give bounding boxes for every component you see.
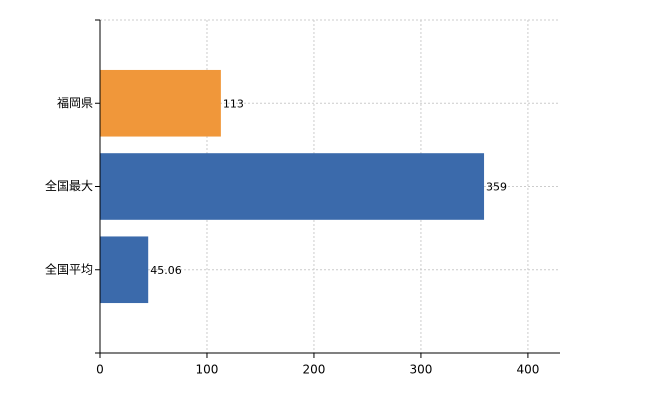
y-tick-label: 全国最大 bbox=[45, 178, 93, 193]
value-label: 113 bbox=[223, 97, 244, 110]
x-tick-label: 0 bbox=[96, 363, 104, 377]
x-tick-label: 100 bbox=[196, 363, 219, 377]
bar bbox=[100, 236, 149, 304]
y-tick-label: 全国平均 bbox=[45, 261, 93, 276]
y-tick-label: 福岡県 bbox=[57, 95, 93, 110]
bar bbox=[100, 153, 485, 220]
value-label: 45.06 bbox=[150, 264, 182, 277]
x-tick-label: 300 bbox=[409, 363, 432, 377]
value-label: 359 bbox=[486, 181, 507, 194]
bar bbox=[100, 69, 221, 137]
x-tick-label: 200 bbox=[303, 363, 326, 377]
x-tick-label: 400 bbox=[516, 363, 539, 377]
